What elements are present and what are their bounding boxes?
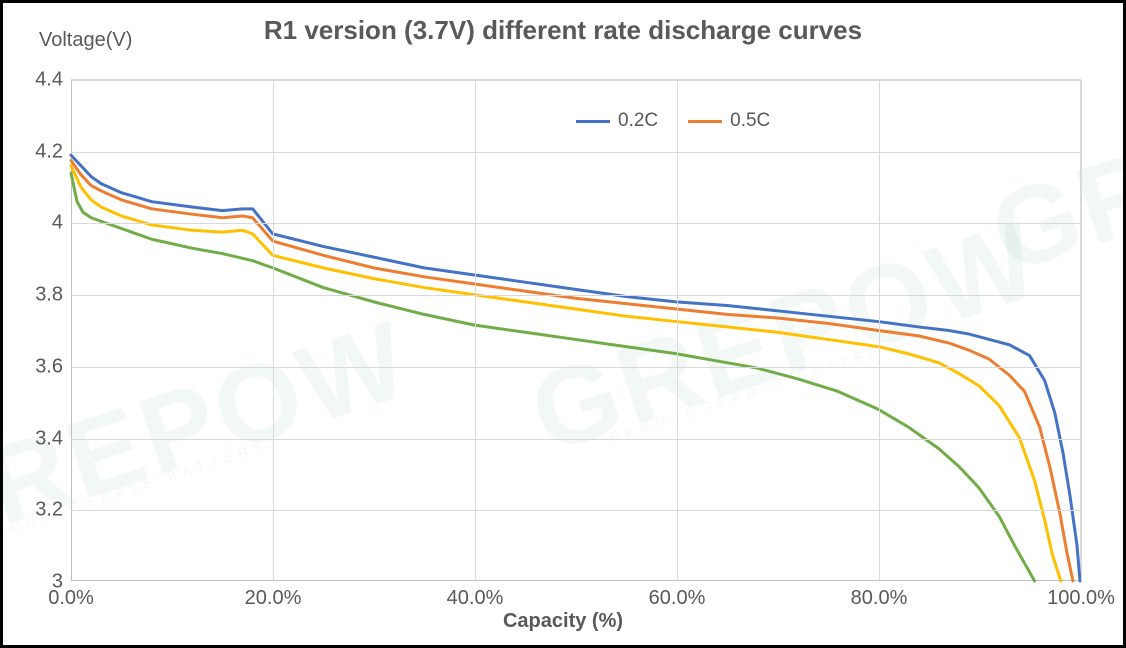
- y-tick-label: 3.2: [35, 499, 63, 522]
- legend: 0.2C 0.5C: [576, 110, 770, 132]
- plot-area: 0.2C0.5C 33.23.43.63.844.24.40.0%20.0%40…: [71, 79, 1081, 581]
- legend-label: 0.5C: [730, 110, 770, 132]
- grid-horizontal: [71, 80, 1080, 81]
- grid-horizontal: [71, 295, 1080, 296]
- grid-vertical: [1081, 80, 1082, 581]
- legend-swatch: [576, 120, 610, 123]
- series-line-2C: [71, 173, 1035, 581]
- grid-horizontal: [71, 510, 1080, 511]
- x-tick-label: 60.0%: [649, 587, 706, 610]
- x-tick-label: 20.0%: [245, 587, 302, 610]
- y-tick-label: 3.6: [35, 355, 63, 378]
- x-tick-label: 100.0%: [1047, 587, 1115, 610]
- grid-vertical: [879, 80, 880, 581]
- y-tick-label: 3.4: [35, 427, 63, 450]
- legend-label: 0.2C: [618, 110, 658, 132]
- y-tick-label: 4.2: [35, 140, 63, 163]
- legend-item: 0.5C: [688, 110, 770, 132]
- grid-vertical: [475, 80, 476, 581]
- x-axis-title: Capacity (%): [3, 610, 1123, 633]
- x-tick-label: 0.0%: [48, 587, 94, 610]
- grid-vertical: [677, 80, 678, 581]
- series-line-1C: [71, 166, 1061, 581]
- legend-item: 0.2C: [576, 110, 658, 132]
- y-tick-label: 3.8: [35, 284, 63, 307]
- legend-swatch: [688, 120, 722, 123]
- grid-vertical: [273, 80, 274, 581]
- x-tick-label: 40.0%: [447, 587, 504, 610]
- grid-horizontal: [71, 152, 1080, 153]
- y-tick-label: 4: [52, 212, 63, 235]
- y-tick-label: 4.4: [35, 69, 63, 92]
- chart-frame: GREPOW GREPOW GREPOW RECHARGEABLE BATTER…: [0, 0, 1126, 648]
- y-axis-title: Voltage(V): [39, 29, 132, 52]
- grid-horizontal: [71, 223, 1080, 224]
- chart-lines-svg: [71, 80, 1080, 581]
- grid-horizontal: [71, 439, 1080, 440]
- grid-horizontal: [71, 367, 1080, 368]
- chart-title: R1 version (3.7V) different rate dischar…: [3, 15, 1123, 46]
- x-tick-label: 80.0%: [851, 587, 908, 610]
